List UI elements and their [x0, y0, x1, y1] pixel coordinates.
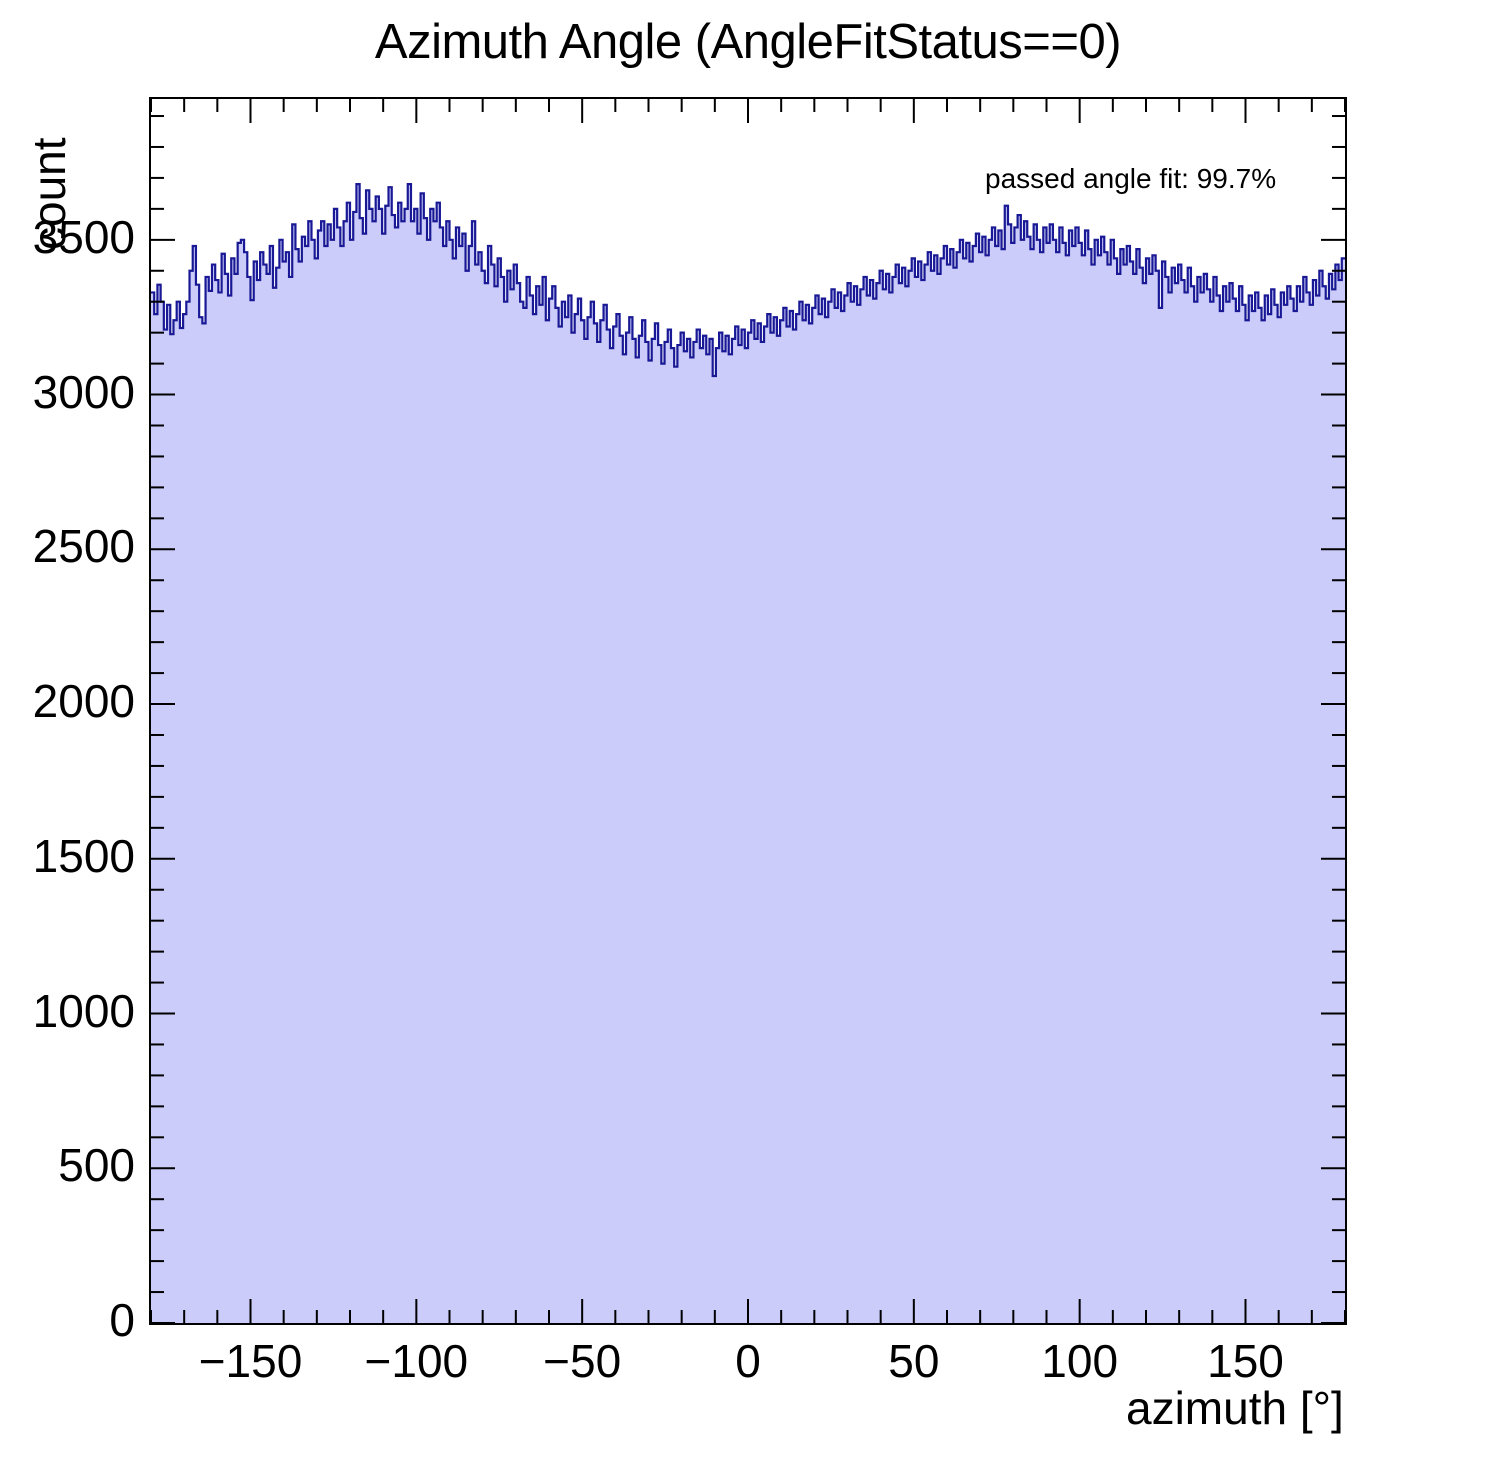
histogram-plot — [151, 183, 1345, 1323]
x-tick-label: −150 — [198, 1335, 303, 1387]
x-tick-label: 100 — [1041, 1335, 1119, 1387]
y-tick-label: 3000 — [32, 365, 135, 418]
page-title: Azimuth Angle (AngleFitStatus==0) — [374, 15, 1122, 69]
x-tick-label: 50 — [888, 1335, 940, 1387]
y-tick-label: 1500 — [32, 829, 135, 882]
plot-frame — [149, 97, 1347, 1325]
y-tick-label: 2000 — [32, 675, 135, 728]
passed-fit-annotation: passed angle fit: 99.7% — [985, 163, 1277, 194]
x-tick-label: −100 — [364, 1335, 469, 1387]
x-tick-label: 0 — [735, 1335, 761, 1387]
x-tick-label: −50 — [543, 1335, 622, 1387]
x-tick-label: 150 — [1207, 1335, 1284, 1387]
x-axis-label: azimuth [°] — [1126, 1382, 1344, 1434]
y-tick-label: 3500 — [32, 210, 135, 263]
histogram-outline — [151, 183, 1345, 378]
y-tick-label: 0 — [109, 1294, 135, 1346]
y-tick-label: 500 — [58, 1139, 135, 1192]
y-tick-label: 1000 — [32, 984, 135, 1037]
y-tick-label: 2500 — [32, 520, 135, 573]
histogram-fill — [151, 184, 1345, 1323]
